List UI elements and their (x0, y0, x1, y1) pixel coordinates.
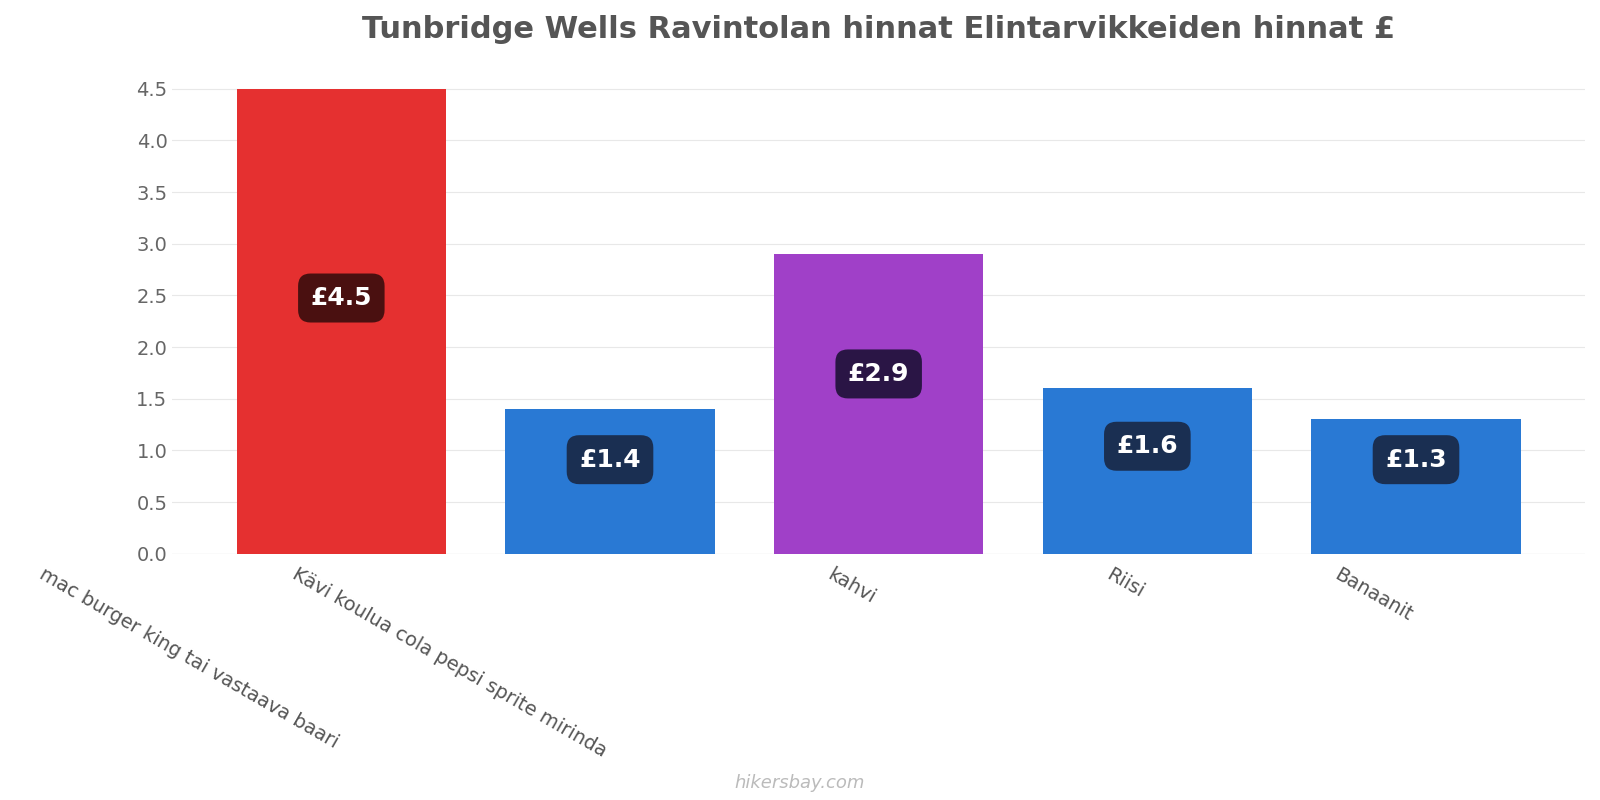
Title: Tunbridge Wells Ravintolan hinnat Elintarvikkeiden hinnat £: Tunbridge Wells Ravintolan hinnat Elinta… (362, 15, 1395, 44)
Bar (774, 254, 984, 554)
Text: £1.6: £1.6 (1117, 434, 1178, 458)
Text: hikersbay.com: hikersbay.com (734, 774, 866, 792)
Text: £1.3: £1.3 (1386, 448, 1446, 472)
Text: £2.9: £2.9 (848, 362, 909, 386)
Text: £4.5: £4.5 (310, 286, 373, 310)
Bar (237, 89, 446, 554)
Bar (506, 409, 715, 554)
Bar (1312, 419, 1520, 554)
Bar (1043, 389, 1253, 554)
Text: £1.4: £1.4 (579, 448, 642, 472)
